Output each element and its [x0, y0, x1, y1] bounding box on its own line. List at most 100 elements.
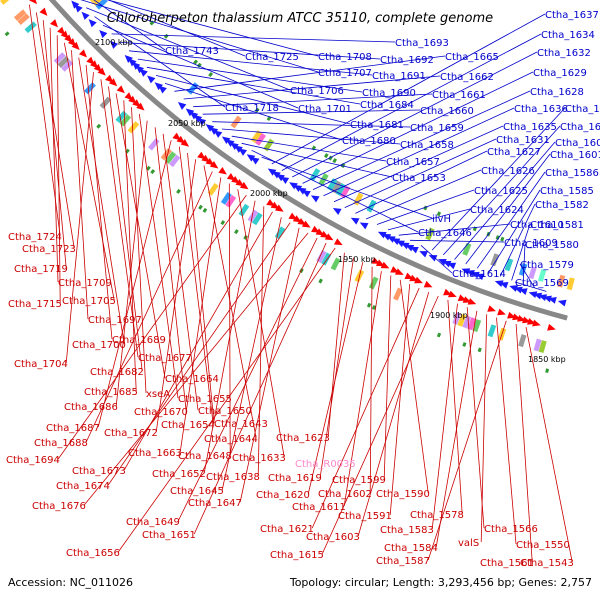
reverse-gene-label: Ctha_1686 — [64, 402, 118, 413]
forward-gene-label: Ctha_1585 — [540, 186, 594, 197]
forward-gene-label: Ctha_1613 — [565, 104, 600, 115]
rna-feature-block — [533, 338, 542, 352]
forward-feature-arrow — [246, 154, 256, 162]
reverse-feature-arrow — [448, 290, 457, 298]
forward-gene-label: Ctha_1708 — [318, 52, 372, 63]
reverse-label-line — [203, 200, 256, 474]
reverse-label-line — [203, 165, 257, 439]
reverse-gene-label: Ctha_1649 — [126, 517, 180, 528]
forward-feature-arrow — [494, 280, 504, 288]
forward-gene-label: Ctha_1627 — [487, 147, 541, 158]
genome-title: Chloroherpeton thalassium ATCC 35110, co… — [107, 11, 493, 26]
reverse-gene-label: Ctha_1643 — [214, 419, 268, 430]
forward-label-line — [365, 169, 482, 220]
reverse-label-line — [83, 232, 309, 506]
gc-marker — [462, 342, 467, 347]
reverse-gene-label: Ctha_1584 — [384, 543, 438, 554]
reverse-label-line — [154, 127, 187, 412]
reverse-feature-arrow — [136, 102, 145, 111]
reverse-label-line — [307, 262, 364, 495]
kbp-tick-layer: 2100 kbp 2050 kbp 2000 kbp 1950 kbp 1900 kbp… — [95, 38, 566, 364]
gc-marker — [366, 302, 372, 308]
reverse-feature-arrow — [487, 305, 496, 312]
reverse-label-line — [131, 107, 147, 394]
reverse-gene-label: Ctha_1705 — [62, 296, 116, 307]
forward-label-line — [271, 13, 546, 165]
reverse-feature-arrow — [547, 323, 556, 331]
forward-gene-label: Ctha_1569 — [515, 278, 569, 289]
reverse-label-line — [100, 79, 139, 358]
forward-label-line — [174, 55, 446, 92]
forward-label-line — [120, 42, 381, 60]
rna-feature-block — [472, 319, 482, 333]
gc-marker — [477, 347, 482, 353]
rna-feature-block — [425, 227, 435, 241]
reverse-gene-label: Ctha_1603 — [306, 532, 360, 543]
forward-gene-label: Ctha_1693 — [395, 38, 449, 49]
forward-feature-arrow — [461, 268, 471, 275]
reverse-feature-arrow — [371, 257, 380, 264]
reverse-label-line — [427, 320, 507, 561]
gc-marker — [176, 188, 181, 194]
reverse-gene-label: Ctha_1654 — [161, 420, 215, 431]
reverse-label-line — [57, 194, 247, 460]
reverse-label-line — [399, 279, 429, 494]
forward-label-line — [93, 0, 166, 51]
forward-gene-label: Ctha_1662 — [440, 72, 494, 83]
reverse-gene-label: Ctha_1655 — [178, 394, 232, 405]
forward-gene-label: Ctha_1658 — [400, 140, 454, 151]
forward-label-line — [292, 51, 538, 178]
forward-label-line — [106, 0, 319, 57]
forward-label-line — [164, 83, 343, 141]
forward-gene-label: Ctha_1610 — [510, 220, 564, 231]
forward-feature-arrow — [99, 29, 108, 39]
reverse-label-line — [221, 217, 282, 491]
reverse-feature-arrow — [467, 298, 477, 305]
label-line-layer — [29, 0, 573, 563]
reverse-gene-label: Ctha_1578 — [410, 510, 464, 521]
rna-feature-block — [61, 59, 74, 72]
rna-feature-block — [462, 315, 472, 329]
gc-marker — [193, 59, 199, 65]
reverse-feature-arrow — [527, 318, 536, 325]
reverse-feature-arrow — [29, 0, 38, 5]
reverse-label-line — [343, 271, 382, 507]
reverse-feature-arrow — [197, 151, 206, 160]
reverse-gene-label: Ctha_1723 — [22, 244, 76, 255]
forward-gene-label: Ctha_1706 — [290, 86, 344, 97]
rna-feature-block — [169, 154, 181, 168]
reverse-label-line — [155, 159, 197, 433]
reverse-gene-label: Ctha_1550 — [516, 540, 570, 551]
rna-feature-block — [467, 317, 477, 331]
rna-feature-block — [353, 192, 364, 206]
forward-label-line — [344, 138, 497, 208]
reverse-feature-arrow — [239, 181, 249, 190]
gc-marker — [150, 169, 156, 175]
reverse-gene-label: Ctha_1673 — [72, 466, 126, 477]
reverse-label-line — [257, 206, 265, 477]
forward-gene-label: Ctha_1609 — [504, 238, 558, 249]
forward-label-line — [251, 149, 419, 233]
reverse-feature-arrow — [235, 179, 245, 187]
reverse-gene-label: Ctha_1664 — [165, 374, 219, 385]
reverse-feature-arrow — [457, 294, 467, 301]
forward-label-line — [146, 66, 361, 105]
forward-gene-label: Ctha_1626 — [481, 166, 535, 177]
reverse-gene-label: Ctha_1652 — [152, 469, 206, 480]
reverse-gene-label: Ctha_1704 — [14, 359, 68, 370]
reverse-gene-label: Ctha_1623 — [276, 433, 330, 444]
forward-label-line — [499, 203, 536, 277]
forward-label-line — [420, 245, 453, 274]
reverse-gene-label: Ctha_1724 — [8, 232, 62, 243]
forward-label-line — [94, 16, 226, 108]
forward-feature-arrow — [359, 222, 369, 230]
reverse-feature-arrow — [297, 217, 307, 226]
forward-label-line — [107, 0, 246, 57]
reverse-label-line — [115, 93, 166, 379]
forward-feature-arrow — [205, 124, 215, 132]
reverse-label-line — [311, 287, 420, 529]
rna-feature-block — [53, 52, 66, 65]
forward-feature-arrow — [109, 40, 119, 49]
reverse-label-line — [466, 307, 485, 529]
